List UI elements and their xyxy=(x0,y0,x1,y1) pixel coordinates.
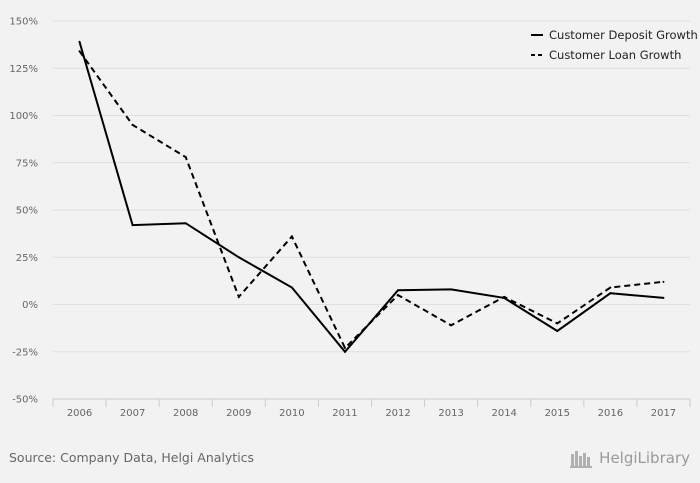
x-tick-label: 2011 xyxy=(332,408,357,419)
data-point xyxy=(131,224,134,227)
data-point xyxy=(131,123,134,126)
brand-logo[interactable]: HelgiLibrary xyxy=(570,448,690,468)
y-tick-label: 25% xyxy=(16,253,38,264)
x-tick-label: 2013 xyxy=(438,408,463,419)
x-tick-label: 2012 xyxy=(385,408,410,419)
data-point xyxy=(78,40,81,43)
brand-name: HelgiLibrary xyxy=(599,449,690,467)
x-tick-label: 2017 xyxy=(651,408,676,419)
x-tick-label: 2010 xyxy=(279,408,304,419)
source-note: Source: Company Data, Helgi Analytics xyxy=(9,450,255,465)
y-axis-ticks: -50% -25% 0% 25% 50% 75% 100% 125% 150% xyxy=(9,17,38,406)
y-tick-label: 125% xyxy=(9,64,38,75)
gridlines xyxy=(53,20,690,400)
data-point xyxy=(237,295,240,298)
data-point xyxy=(343,346,346,349)
x-tick-label: 2014 xyxy=(491,408,516,419)
legend-label: Customer Deposit Growth xyxy=(549,28,698,42)
data-point xyxy=(290,286,293,289)
x-tick-label: 2015 xyxy=(545,408,570,419)
legend: Customer Deposit Growth Customer Loan Gro… xyxy=(531,28,698,62)
data-point xyxy=(237,256,240,259)
data-point xyxy=(450,288,453,291)
data-point xyxy=(184,156,187,159)
data-point xyxy=(662,296,665,299)
data-point xyxy=(78,50,81,53)
x-tick-label: 2007 xyxy=(120,408,145,419)
x-tick-label: 2008 xyxy=(173,408,198,419)
legend-label: Customer Loan Growth xyxy=(549,48,681,62)
x-tick-label: 2009 xyxy=(226,408,251,419)
y-tick-label: 100% xyxy=(9,111,38,122)
data-point xyxy=(184,222,187,225)
series-line-1 xyxy=(78,41,664,354)
data-point xyxy=(609,286,612,289)
data-point xyxy=(290,235,293,238)
x-tick-label: 2016 xyxy=(598,408,623,419)
data-point xyxy=(662,280,665,283)
x-tick-label: 2006 xyxy=(67,408,92,419)
library-icon xyxy=(570,451,593,468)
series-line-2 xyxy=(78,50,664,350)
series-lines xyxy=(78,40,665,354)
y-tick-label: -25% xyxy=(12,347,38,358)
x-axis: 2006 2007 2008 2009 2010 2011 2012 2013 2014 2015… xyxy=(52,398,691,419)
data-point xyxy=(609,292,612,295)
y-tick-label: 0% xyxy=(22,300,38,311)
y-tick-label: -50% xyxy=(12,395,38,406)
data-point xyxy=(450,324,453,327)
y-tick-label: 50% xyxy=(16,206,38,217)
data-point xyxy=(397,289,400,292)
data-point xyxy=(503,295,506,298)
y-tick-label: 75% xyxy=(16,158,38,169)
data-point xyxy=(397,294,400,297)
data-point xyxy=(556,322,559,325)
y-tick-label: 150% xyxy=(9,17,38,28)
data-point xyxy=(343,350,346,353)
data-point xyxy=(556,329,559,332)
